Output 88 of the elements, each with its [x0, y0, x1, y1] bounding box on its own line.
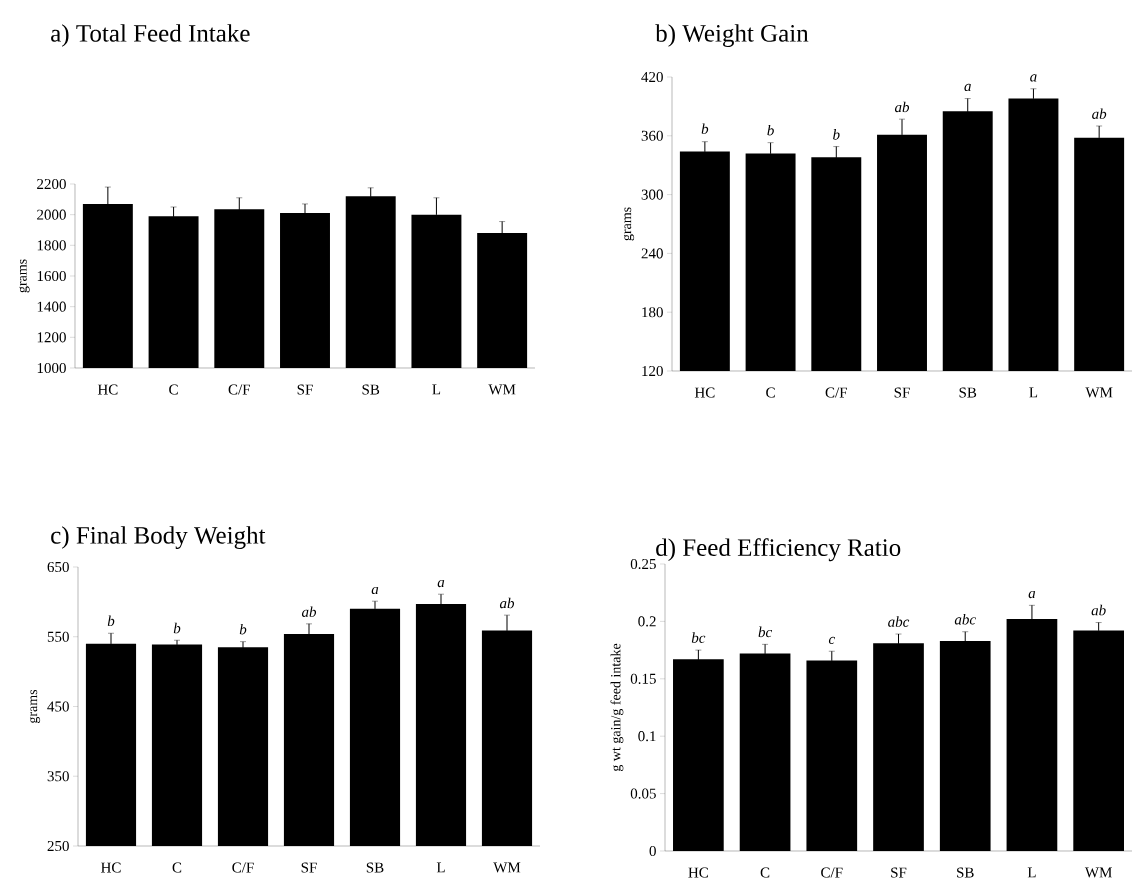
- y-tick-label: 0.25: [630, 558, 656, 570]
- x-tick-label: HC: [101, 862, 121, 873]
- x-tick-label: L: [1029, 387, 1038, 398]
- y-tick-label: 240: [641, 248, 663, 259]
- y-tick-label: 2200: [37, 178, 66, 190]
- y-axis-title: grams: [623, 207, 635, 241]
- y-axis-title: grams: [29, 689, 41, 724]
- x-tick-label: WM: [493, 862, 521, 873]
- annotation: b: [107, 615, 115, 627]
- y-tick-label: 0.2: [638, 616, 656, 627]
- y-tick-label: 450: [47, 701, 69, 712]
- annotation: b: [173, 622, 181, 634]
- x-tick-label: L: [436, 862, 445, 873]
- chart-title: d) Feed Efficiency Ratio: [656, 538, 901, 562]
- annotation: c: [828, 636, 835, 645]
- chart-title: c) Final Body Weight: [51, 526, 266, 549]
- y-tick-label: 300: [641, 189, 663, 200]
- annotation: a: [1028, 590, 1036, 599]
- x-tick-label: SB: [959, 387, 977, 398]
- y-tick-label: 1800: [37, 240, 66, 251]
- bar: [873, 643, 924, 851]
- annotation: a: [371, 586, 379, 595]
- x-tick-label: C/F: [228, 384, 250, 395]
- bar: [806, 660, 858, 851]
- y-tick-label: 360: [641, 130, 663, 141]
- annotation: b: [239, 623, 247, 635]
- annotation: bc: [691, 632, 706, 643]
- chart-title: a) Total Feed Intake: [51, 24, 250, 47]
- annotation: b: [767, 124, 774, 136]
- y-axis-title: g wt gain/g feed intake: [610, 643, 624, 772]
- x-tick-label: WM: [1084, 867, 1112, 878]
- bar: [673, 659, 724, 851]
- x-tick-label: C: [169, 384, 178, 395]
- bar: [1073, 630, 1124, 851]
- annotation: abc: [954, 613, 976, 625]
- y-tick-label: 1200: [37, 332, 66, 343]
- y-tick-label: 120: [642, 365, 663, 377]
- x-tick-label: SB: [957, 867, 974, 878]
- y-tick-label: 550: [47, 631, 69, 642]
- x-tick-label: SF: [891, 867, 907, 878]
- y-tick-label: 350: [47, 771, 69, 782]
- x-tick-label: SB: [362, 384, 380, 395]
- y-axis-title: grams: [19, 259, 30, 293]
- y-tick-label: 420: [641, 71, 663, 83]
- x-tick-label: L: [432, 384, 441, 395]
- annotation: ab: [1092, 108, 1107, 119]
- annotation: a: [1030, 74, 1037, 82]
- y-tick-label: 250: [47, 840, 69, 852]
- y-tick-label: 0.15: [630, 673, 656, 684]
- y-tick-label: 650: [47, 561, 69, 573]
- y-tick-label: 2000: [37, 209, 66, 220]
- y-tick-label: 1600: [37, 270, 66, 282]
- x-tick-label: C/F: [821, 867, 843, 878]
- y-tick-label: 0.1: [638, 731, 656, 742]
- x-tick-label: HC: [694, 387, 715, 398]
- annotation: bc: [758, 626, 772, 638]
- x-tick-label: C: [172, 862, 182, 873]
- x-tick-label: L: [1027, 867, 1036, 878]
- x-tick-label: C/F: [232, 862, 254, 873]
- x-tick-label: WM: [1085, 387, 1113, 398]
- x-tick-label: SF: [297, 384, 313, 395]
- y-tick-label: 0.05: [630, 788, 656, 799]
- bar: [939, 640, 991, 851]
- x-tick-label: WM: [488, 384, 516, 395]
- annotation: b: [833, 129, 840, 140]
- annotation: a: [437, 579, 445, 588]
- chart-title: b) Weight Gain: [655, 24, 809, 47]
- x-tick-label: HC: [688, 867, 708, 878]
- annotation: a: [964, 83, 971, 92]
- annotation: b: [701, 123, 709, 134]
- y-tick-label: 180: [642, 307, 663, 318]
- annotation: ab: [1091, 604, 1106, 616]
- y-tick-label: 1400: [37, 301, 66, 312]
- x-tick-label: C: [760, 867, 770, 878]
- y-tick-label: 1000: [37, 362, 66, 374]
- x-tick-label: SF: [301, 862, 317, 873]
- x-tick-label: HC: [97, 384, 118, 395]
- annotation: ab: [894, 101, 910, 113]
- x-tick-label: SF: [894, 387, 910, 398]
- x-tick-label: C: [766, 387, 775, 398]
- bar: [739, 653, 791, 851]
- y-tick-label: 0: [649, 845, 656, 857]
- x-tick-label: C/F: [825, 387, 848, 398]
- bar: [1006, 619, 1058, 851]
- annotation: ab: [499, 597, 515, 609]
- annotation: ab: [301, 606, 317, 617]
- annotation: abc: [888, 616, 910, 627]
- x-tick-label: SB: [366, 862, 384, 873]
